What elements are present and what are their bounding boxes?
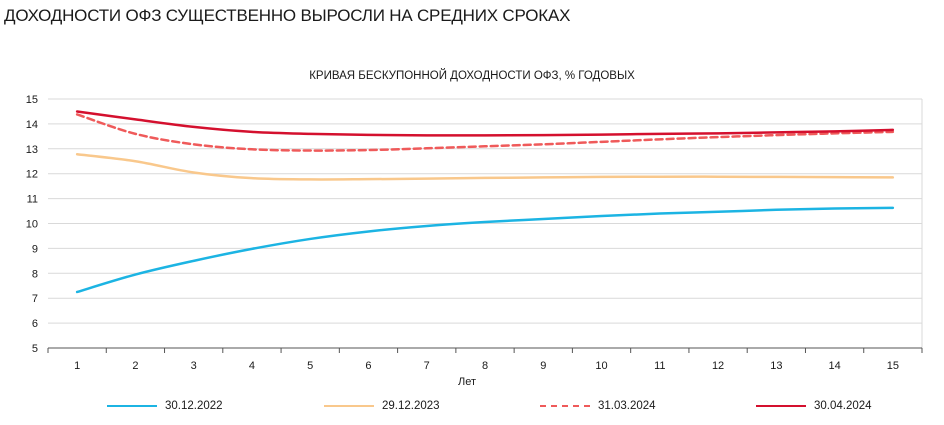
x-tick-label: 3 [191,360,197,372]
y-tick-label: 14 [26,119,38,131]
series-line-30-12-2022 [75,206,895,294]
legend-label: 30.04.2024 [814,400,872,412]
x-tick-label: 9 [540,360,546,372]
x-tick-label: 14 [828,360,840,372]
legend-swatch [756,405,806,407]
y-tick-label: 12 [26,169,38,181]
legend-label: 30.12.2022 [165,400,223,412]
legend-swatch [324,405,374,407]
legend-swatch [107,405,157,407]
chart-title: КРИВАЯ БЕСКУПОННОЙ ДОХОДНОСТИ ОФЗ, % ГОД… [309,70,635,82]
x-tick-label: 10 [595,360,607,372]
x-tick-label: 4 [249,360,255,372]
page-title: ДОХОДНОСТИ ОФЗ СУЩЕСТВЕННО ВЫРОСЛИ НА СР… [4,6,571,25]
y-tick-label: 7 [32,293,38,305]
y-tick-label: 15 [26,94,38,106]
x-tick-label: 2 [132,360,138,372]
x-tick-label: 11 [654,360,665,372]
x-tick-label: 5 [307,360,313,372]
x-tick-label: 6 [365,360,371,372]
x-tick-label: 7 [424,360,430,372]
y-tick-label: 10 [26,219,38,231]
x-tick-label: 1 [74,360,80,372]
x-tick-label: 8 [482,360,488,372]
x-axis-label: Лет [458,376,476,388]
series-line-30-04-2024 [75,110,895,137]
legend-item-30-04-2024: 30.04.2024 [756,396,872,416]
y-tick-label: 13 [26,144,38,156]
chart-legend: 30.12.2022 29.12.2023 31.03.2024 30.04.2… [0,396,944,416]
x-tick-label: 15 [887,360,899,372]
legend-label: 31.03.2024 [598,400,656,412]
x-tick-label: 13 [770,360,782,372]
legend-label: 29.12.2023 [382,400,440,412]
y-tick-label: 8 [32,268,38,280]
series-line-29-12-2023 [75,153,895,181]
legend-item-29-12-2023: 29.12.2023 [324,396,440,416]
y-tick-label: 11 [27,194,38,206]
series-line-31-03-2024 [75,113,895,152]
legend-swatch [540,405,590,407]
y-tick-label: 5 [32,343,38,355]
y-tick-label: 9 [32,243,38,255]
legend-item-30-12-2022: 30.12.2022 [107,396,223,416]
x-tick-label: 12 [712,360,724,372]
legend-item-31-03-2024: 31.03.2024 [540,396,656,416]
y-tick-label: 6 [32,318,38,330]
